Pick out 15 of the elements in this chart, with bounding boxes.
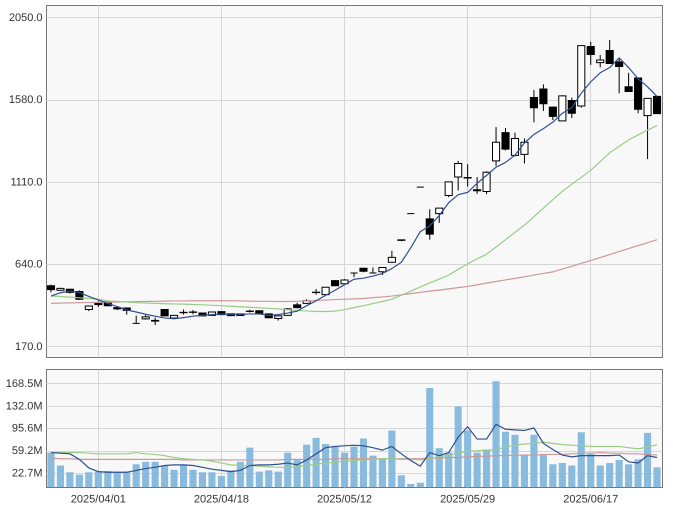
y-tick-label: 640.0 — [14, 258, 42, 271]
y-tick-label: 59.2M — [12, 445, 42, 458]
x-tick-label: 2025/04/18 — [194, 494, 249, 506]
y-tick-label: 132.0M — [6, 400, 42, 412]
y-tick-label: 22.7M — [12, 468, 42, 480]
x-tick-label: 2025/05/29 — [440, 494, 496, 506]
x-tick-label: 2025/04/01 — [70, 494, 126, 506]
y-tick-label: 1580.0 — [8, 94, 42, 106]
y-tick-label: 168.5M — [6, 378, 42, 390]
y-tick-label: 2050.0 — [8, 12, 42, 24]
y-tick-label: 170.0 — [14, 340, 42, 353]
x-tick-label: 2025/05/12 — [317, 494, 372, 506]
y-tick-label: 95.6M — [12, 422, 42, 435]
x-tick-label: 2025/06/17 — [563, 494, 618, 506]
y-tick-label: 1110.0 — [10, 176, 42, 188]
